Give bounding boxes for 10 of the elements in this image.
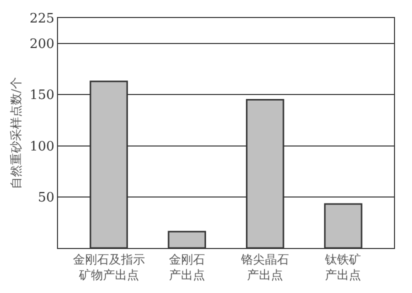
x-tick-label: 钛铁矿产出点 <box>324 252 362 282</box>
x-tick-label: 金刚石及指示矿物产出点 <box>72 252 145 282</box>
y-axis-title: 自然重砂采样点数/个 <box>8 76 23 190</box>
y-tick-label: 100 <box>30 139 54 154</box>
x-tick-label: 铬尖晶石产出点 <box>240 252 290 282</box>
y-tick-label: 200 <box>30 37 54 52</box>
y-tick-label: 225 <box>30 12 54 27</box>
y-tick-label: 150 <box>30 88 54 104</box>
x-tick-label: 金刚石产出点 <box>168 252 205 282</box>
y-tick-label: 50 <box>38 190 54 206</box>
